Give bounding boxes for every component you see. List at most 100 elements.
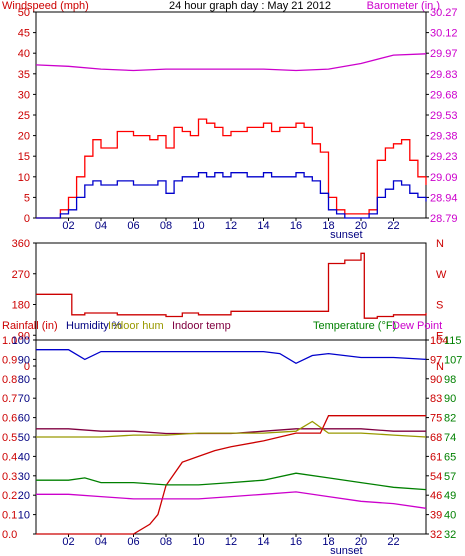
baro-y-tick-label: 29.23 — [430, 151, 458, 163]
temp-outer-tick-label: 32 — [444, 529, 456, 541]
baro-y-tick-label: 29.09 — [430, 172, 458, 184]
wind-x-tick-label: 14 — [257, 220, 269, 232]
wind-series-line-2 — [35, 53, 427, 72]
rain-y-tick-label: 0.2 — [2, 490, 17, 502]
baro-y-tick-label: 30.12 — [430, 28, 458, 40]
sunset-marker-label: sunset — [330, 545, 362, 556]
temp-series-line-5 — [36, 491, 427, 509]
wind-y-tick-label: 40 — [18, 48, 30, 60]
winddir-series-line-0 — [36, 252, 427, 319]
hum-y-tick-label: 80 — [18, 374, 30, 386]
wind-y-tick-label: 20 — [18, 131, 30, 143]
winddir-y-tick-label: 0 — [24, 361, 30, 373]
rain-y-tick-label: 0.6 — [2, 413, 17, 425]
temp-x-tick-label: 14 — [257, 536, 269, 548]
temp-x-tick-label: 12 — [225, 536, 237, 548]
temp-x-tick-label: 08 — [160, 536, 172, 548]
legend-entry: Indoor temp — [172, 320, 231, 332]
temp-series-line-2 — [36, 420, 427, 438]
hum-y-tick-label: 30 — [18, 471, 30, 483]
wind-x-tick-label: 18 — [322, 220, 334, 232]
baro-axis-title: Barometer (in.) — [367, 0, 440, 12]
baro-y-tick-label: 30.27 — [430, 7, 458, 19]
baro-y-tick-label: 29.68 — [430, 89, 458, 101]
wind-x-tick-label: 12 — [225, 220, 237, 232]
hum-y-tick-label: 20 — [18, 490, 30, 502]
wind-y-tick-label: 0 — [24, 213, 30, 225]
wind-y-tick-label: 5 — [24, 192, 30, 204]
rain-y-tick-label: 0.0 — [2, 529, 17, 541]
baro-y-tick-label: 29.38 — [430, 131, 458, 143]
rain-y-tick-label: 0.7 — [2, 393, 17, 405]
temp-inner-tick-label: 75 — [430, 413, 442, 425]
temp-inner-tick-label: 68 — [430, 432, 442, 444]
wind-series-line-1 — [36, 172, 427, 219]
compass-tick-label: S — [436, 300, 443, 312]
hum-y-tick-label: 40 — [18, 451, 30, 463]
temp-inner-tick-label: 104 — [430, 335, 448, 347]
temp-outer-tick-label: 90 — [444, 393, 456, 405]
wind-y-tick-label: 10 — [18, 172, 30, 184]
legend-entry: Temperature (°F) — [313, 320, 396, 332]
temp-inner-tick-label: 61 — [430, 451, 442, 463]
compass-tick-label: N — [436, 361, 444, 373]
baro-y-tick-label: 29.97 — [430, 48, 458, 60]
temp-series-line-3 — [36, 415, 426, 535]
wind-x-tick-label: 20 — [355, 220, 367, 232]
wind-x-tick-label: 16 — [290, 220, 302, 232]
wind-x-tick-label: 10 — [192, 220, 204, 232]
temp-outer-tick-label: 82 — [444, 413, 456, 425]
baro-y-tick-label: 28.79 — [430, 213, 458, 225]
winddir-y-tick-label: 180 — [12, 300, 30, 312]
legend-entry: Dew Point — [392, 320, 442, 332]
rain-y-tick-label: 0.9 — [2, 354, 17, 366]
wind-y-tick-label: 15 — [18, 151, 30, 163]
temp-x-tick-label: 18 — [322, 536, 334, 548]
wind-y-tick-label: 50 — [18, 7, 30, 19]
temp-outer-tick-label: 107 — [444, 354, 462, 366]
temp-x-tick-label: 22 — [387, 536, 399, 548]
temp-x-tick-label: 02 — [62, 536, 74, 548]
temp-inner-tick-label: 46 — [430, 490, 442, 502]
rain-y-tick-label: 0.1 — [2, 510, 17, 522]
winddir-y-tick-label: 90 — [18, 330, 30, 342]
hum-y-tick-label: 100 — [12, 335, 30, 347]
temp-x-tick-label: 04 — [95, 536, 107, 548]
rain-y-tick-label: 0.3 — [2, 471, 17, 483]
compass-tick-label: W — [436, 269, 447, 281]
temp-inner-tick-label: 83 — [430, 393, 442, 405]
baro-y-tick-label: 28.94 — [430, 192, 458, 204]
temp-outer-tick-label: 115 — [444, 335, 462, 347]
temp-outer-tick-label: 98 — [444, 374, 456, 386]
baro-y-tick-label: 29.83 — [430, 69, 458, 81]
temp-outer-tick-label: 74 — [444, 432, 456, 444]
compass-tick-label: N — [436, 238, 444, 250]
winddir-y-tick-label: 270 — [12, 269, 30, 281]
temp-inner-tick-label: 97 — [430, 354, 442, 366]
temp-x-tick-label: 16 — [290, 536, 302, 548]
temp-inner-tick-label: 54 — [430, 471, 442, 483]
temp-inner-tick-label: 32 — [430, 529, 442, 541]
baro-y-tick-label: 29.53 — [430, 110, 458, 122]
hum-y-tick-label: 10 — [18, 510, 30, 522]
temp-x-tick-label: 10 — [192, 536, 204, 548]
wind-x-tick-label: 06 — [127, 220, 139, 232]
legend-entry: Humidity % — [66, 320, 122, 332]
rain-y-tick-label: 1.0 — [2, 335, 17, 347]
temp-outer-tick-label: 57 — [444, 471, 456, 483]
rain-y-tick-label: 0.8 — [2, 374, 17, 386]
wind-axis-title: Windspeed (mph) — [2, 0, 89, 12]
wind-x-tick-label: 08 — [160, 220, 172, 232]
rain-y-tick-label: 0.4 — [2, 451, 17, 463]
wind-y-tick-label: 25 — [18, 110, 30, 122]
graph-title: 24 hour graph day : May 21 2012 — [169, 0, 331, 12]
wind-y-tick-label: 30 — [18, 89, 30, 101]
compass-tick-label: E — [436, 330, 443, 342]
legend-entry: Rainfall (in) — [2, 320, 58, 332]
wind-x-tick-label: 04 — [95, 220, 107, 232]
wind-x-tick-label: 22 — [387, 220, 399, 232]
wind-y-tick-label: 45 — [18, 28, 30, 40]
hum-y-tick-label: 90 — [18, 354, 30, 366]
rain-y-tick-label: 0.5 — [2, 432, 17, 444]
